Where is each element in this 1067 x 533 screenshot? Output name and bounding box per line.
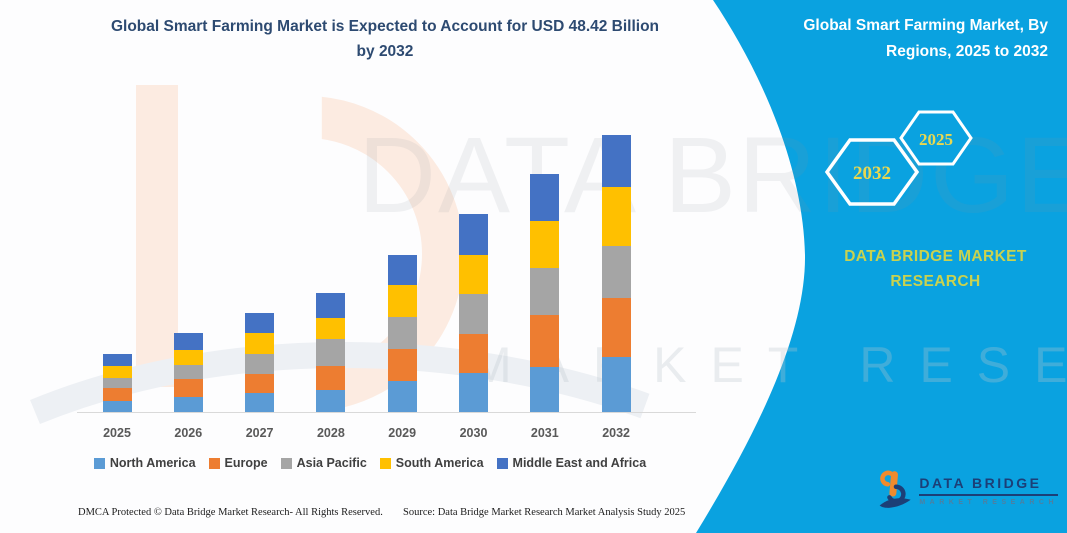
bar-segment	[387, 348, 417, 381]
chart-title: Global Smart Farming Market is Expected …	[45, 14, 725, 64]
legend-item: North America	[93, 456, 196, 470]
bar-segment	[601, 135, 631, 188]
x-tick-label: 2028	[316, 426, 345, 440]
bar-segment	[387, 317, 417, 349]
logo-subtitle: MARKET RESEARCH	[919, 498, 1058, 506]
legend-swatch	[93, 457, 105, 469]
legend-swatch	[379, 457, 391, 469]
company-logo: DATA BRIDGE MARKET RESEARCH	[878, 459, 1058, 521]
bar-segment	[102, 353, 132, 367]
x-tick-label: 2030	[459, 426, 488, 440]
legend-item: Asia Pacific	[280, 456, 367, 470]
bar-segment	[459, 214, 488, 255]
legend: North America Europe Asia Pacific South Ame…	[40, 456, 700, 470]
x-axis-line	[77, 412, 696, 413]
bar-segment	[530, 366, 560, 412]
bar-2032	[601, 135, 631, 412]
bar-segment	[459, 294, 488, 335]
bar-segment	[459, 334, 488, 374]
bar-2029	[387, 255, 417, 412]
bar-segment	[601, 245, 631, 299]
bar-segment	[530, 315, 560, 367]
bar-segment	[173, 396, 203, 412]
bar-2031	[530, 174, 560, 412]
bar-segment	[245, 312, 275, 333]
bar-segment	[102, 366, 132, 378]
bar-segment	[459, 254, 488, 295]
panel-brand-text: DATA BRIDGE MARKET RESEARCH	[844, 248, 1027, 290]
bar-2030	[459, 214, 488, 412]
legend-label: Middle East and Africa	[512, 456, 647, 470]
bar-segment	[316, 365, 346, 390]
bar-segment	[173, 349, 203, 366]
x-tick-label: 2025	[103, 426, 131, 440]
panel-heading-line2: Regions, 2025 to 2032	[886, 43, 1048, 60]
bar-segment	[316, 292, 346, 318]
legend-label: Asia Pacific	[296, 456, 367, 470]
legend-item: South America	[379, 456, 484, 470]
bar-segment	[173, 379, 203, 397]
bar-2025	[102, 353, 132, 412]
bar-segment	[245, 373, 275, 394]
bar-segment	[102, 401, 132, 412]
bar-segment	[601, 187, 631, 246]
bar-segment	[316, 339, 346, 366]
bar-segment	[245, 393, 275, 412]
x-tick-label: 2029	[388, 426, 417, 440]
footer-dmca-text: DMCA Protected © Data Bridge Market Rese…	[78, 507, 383, 518]
bar-segment	[601, 357, 631, 412]
bar-segment	[102, 377, 132, 388]
logo-title: DATA BRIDGE	[919, 475, 1058, 496]
bar-segment	[173, 333, 203, 350]
legend-swatch	[280, 457, 292, 469]
watermark-logo-stem	[136, 85, 178, 387]
bar-segment	[316, 317, 346, 340]
footer-source-text: Source: Data Bridge Market Research Mark…	[403, 507, 686, 518]
legend-label: North America	[109, 456, 196, 470]
legend-swatch	[496, 457, 508, 469]
bar-segment	[530, 174, 560, 221]
x-tick-label: 2032	[602, 426, 630, 440]
bar-2028	[316, 292, 346, 412]
chart-title-line2: by 2032	[356, 43, 414, 60]
bar-segment	[102, 387, 132, 402]
logo-text: DATA BRIDGE MARKET RESEARCH	[919, 475, 1058, 506]
bar-segment	[387, 285, 417, 317]
bar-segment	[601, 298, 631, 358]
bar-2026	[173, 333, 203, 412]
legend-item: Middle East and Africa	[496, 456, 647, 470]
bar-segment	[245, 354, 275, 374]
legend-label: Europe	[224, 456, 268, 470]
plot-area: 2025 2026 2027 2028 2029 2030 2031 2032	[77, 120, 696, 440]
chart-title-line1: Global Smart Farming Market is Expected …	[110, 18, 660, 35]
x-tick-label: 2027	[245, 426, 274, 440]
bar-segment	[530, 268, 560, 316]
panel-heading: Global Smart Farming Market, By Regions,…	[770, 13, 1048, 65]
bar-segment	[459, 373, 488, 412]
watermark-text-market-research: MARKET RESEARCH	[470, 337, 1067, 393]
legend-swatch	[208, 457, 220, 469]
legend-label: South America	[395, 456, 484, 470]
bar-segment	[245, 332, 275, 355]
x-tick-label: 2026	[174, 426, 203, 440]
bar-segment	[316, 389, 346, 412]
bar-segment	[387, 255, 417, 285]
bar-2027	[245, 312, 275, 412]
x-tick-label: 2031	[530, 426, 559, 440]
data-bridge-logo-icon	[879, 470, 911, 508]
legend-item: Europe	[208, 456, 268, 470]
bar-segment	[530, 220, 560, 269]
panel-heading-line1: Global Smart Farming Market, By	[803, 17, 1048, 34]
bar-segment	[173, 365, 203, 380]
bar-segment	[387, 380, 417, 412]
